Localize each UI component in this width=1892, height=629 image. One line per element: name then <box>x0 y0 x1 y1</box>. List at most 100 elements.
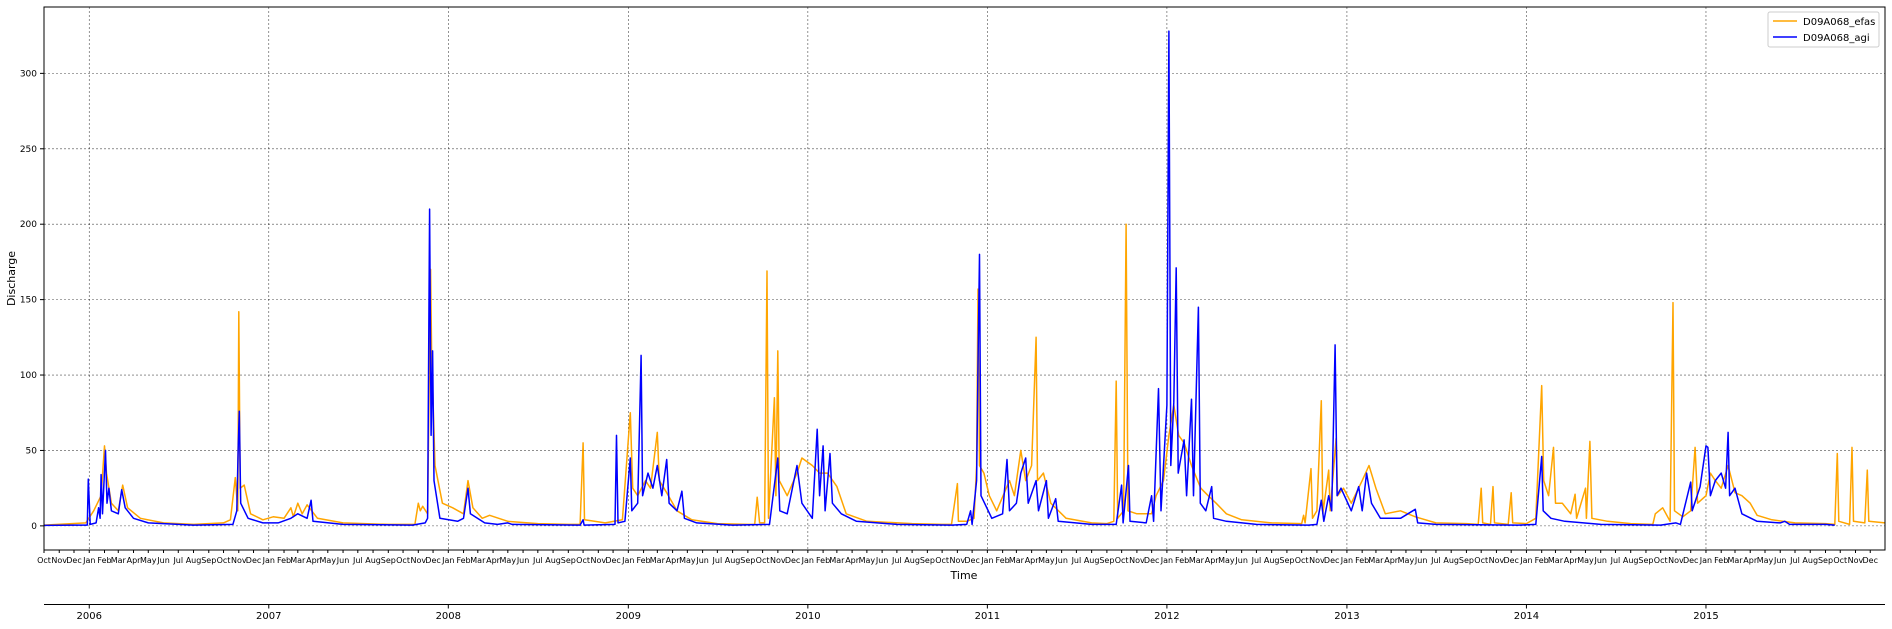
x-month-label: Apr <box>306 556 321 565</box>
x-year-label: 2009 <box>616 611 641 622</box>
x-month-label: Jul <box>1251 556 1262 565</box>
legend-label-efas: D09A068_efas <box>1803 17 1875 28</box>
x-month-label: Apr <box>666 556 681 565</box>
x-year-label: 2008 <box>436 611 461 622</box>
x-month-label: May <box>140 556 157 565</box>
x-month-label: Dec <box>964 556 979 565</box>
x-month-label: Aug <box>1802 556 1818 565</box>
x-month-label: May <box>1398 556 1415 565</box>
x-month-label: Oct <box>1833 556 1847 565</box>
x-month-label: Feb <box>816 556 830 565</box>
x-month-label: Dec <box>66 556 81 565</box>
x-month-label: Aug <box>545 556 561 565</box>
x-year-label: 2015 <box>1693 611 1718 622</box>
x-month-label: Jun <box>695 556 709 565</box>
legend: D09A068_efas D09A068_agi <box>1767 11 1880 48</box>
x-month-label: Nov <box>1129 556 1145 565</box>
x-month-label: Sep <box>740 556 755 565</box>
x-month-label: Sep <box>561 556 576 565</box>
x-month-label: Apr <box>1384 556 1399 565</box>
x-month-label: Apr <box>1205 556 1220 565</box>
x-year-label: 2010 <box>795 611 820 622</box>
x-month-label: Jul <box>352 556 363 565</box>
x-month-label: Aug <box>1084 556 1100 565</box>
x-month-label: Jan <box>82 556 95 565</box>
x-month-label: Oct <box>1654 556 1668 565</box>
series-line-efas <box>43 223 1886 526</box>
y-axis: 0 50 100 150 200 250 300 <box>20 69 44 532</box>
x-month-label: Dec <box>1324 556 1339 565</box>
x-month-label: Dec <box>425 556 440 565</box>
x-month-label: Apr <box>1743 556 1758 565</box>
x-month-label: Mar <box>1727 556 1743 565</box>
x-month-label: Sep <box>381 556 396 565</box>
y-tick-label: 150 <box>20 296 37 306</box>
x-month-label: Mar <box>1368 556 1384 565</box>
x-month-label: Aug <box>1443 556 1459 565</box>
x-month-label: Mar <box>470 556 486 565</box>
y-tick-label: 100 <box>20 371 37 381</box>
x-month-label: Nov <box>1309 556 1325 565</box>
x-month-label: Dec <box>785 556 800 565</box>
x-month-label: Oct <box>576 556 590 565</box>
x-month-label: Apr <box>845 556 860 565</box>
y-tick-label: 300 <box>20 69 37 79</box>
x-month-label: Nov <box>770 556 786 565</box>
x-month-label: Oct <box>37 556 51 565</box>
x-month-label: Feb <box>97 556 111 565</box>
y-axis-label: Discharge <box>5 251 18 306</box>
x-month-label: Jul <box>1071 556 1082 565</box>
x-month-label: Jun <box>1593 556 1607 565</box>
x-axis-months: Oct Nov Dec Jan Feb Mar Apr May Jun Jul Aug Sep Oct N… <box>37 550 1878 565</box>
x-month-label: Sep <box>1638 556 1653 565</box>
x-month-label: Mar <box>111 556 127 565</box>
x-month-label: Sep <box>1099 556 1114 565</box>
x-month-label: May <box>679 556 696 565</box>
x-month-label: Jul <box>1789 556 1800 565</box>
x-month-label: Jan <box>621 556 634 565</box>
x-month-label: Apr <box>127 556 142 565</box>
x-month-label: May <box>320 556 337 565</box>
x-month-label: Nov <box>1668 556 1684 565</box>
x-month-label: Dec <box>1144 556 1159 565</box>
x-month-label: Jul <box>532 556 543 565</box>
x-month-label: Jan <box>441 556 454 565</box>
x-month-label: Feb <box>1355 556 1369 565</box>
y-tick-label: 250 <box>20 145 37 155</box>
x-month-label: Jan <box>1519 556 1532 565</box>
x-month-label: Dec <box>605 556 620 565</box>
x-month-label: Feb <box>456 556 470 565</box>
x-month-label: Feb <box>1714 556 1728 565</box>
x-month-label: Dec <box>1683 556 1698 565</box>
x-month-label: May <box>1577 556 1594 565</box>
x-month-label: Feb <box>1535 556 1549 565</box>
x-month-label: Nov <box>231 556 247 565</box>
x-month-label: Jun <box>875 556 889 565</box>
x-month-label: Aug <box>365 556 381 565</box>
x-month-label: Oct <box>1474 556 1488 565</box>
x-month-label: May <box>859 556 876 565</box>
x-month-label: Jan <box>1699 556 1712 565</box>
plot-frame <box>43 6 1886 551</box>
x-month-label: Jun <box>516 556 530 565</box>
x-month-label: Sep <box>201 556 216 565</box>
x-month-label: Jan <box>980 556 993 565</box>
x-month-label: Sep <box>920 556 935 565</box>
x-month-label: Oct <box>1295 556 1309 565</box>
x-month-label: Aug <box>1264 556 1280 565</box>
x-month-label: Jul <box>712 556 723 565</box>
x-month-label: Mar <box>650 556 666 565</box>
x-axis-label: Time <box>950 569 978 582</box>
x-month-label: Nov <box>1848 556 1864 565</box>
x-month-label: Oct <box>217 556 231 565</box>
x-month-label: Jan <box>801 556 814 565</box>
x-month-label: Jun <box>336 556 350 565</box>
x-month-label: Jan <box>1340 556 1353 565</box>
series-group <box>43 30 1886 527</box>
x-month-label: Feb <box>277 556 291 565</box>
x-month-label: Dec <box>246 556 261 565</box>
y-tick-label: 200 <box>20 220 37 230</box>
x-year-label: 2012 <box>1154 611 1179 622</box>
x-month-label: Mar <box>829 556 845 565</box>
